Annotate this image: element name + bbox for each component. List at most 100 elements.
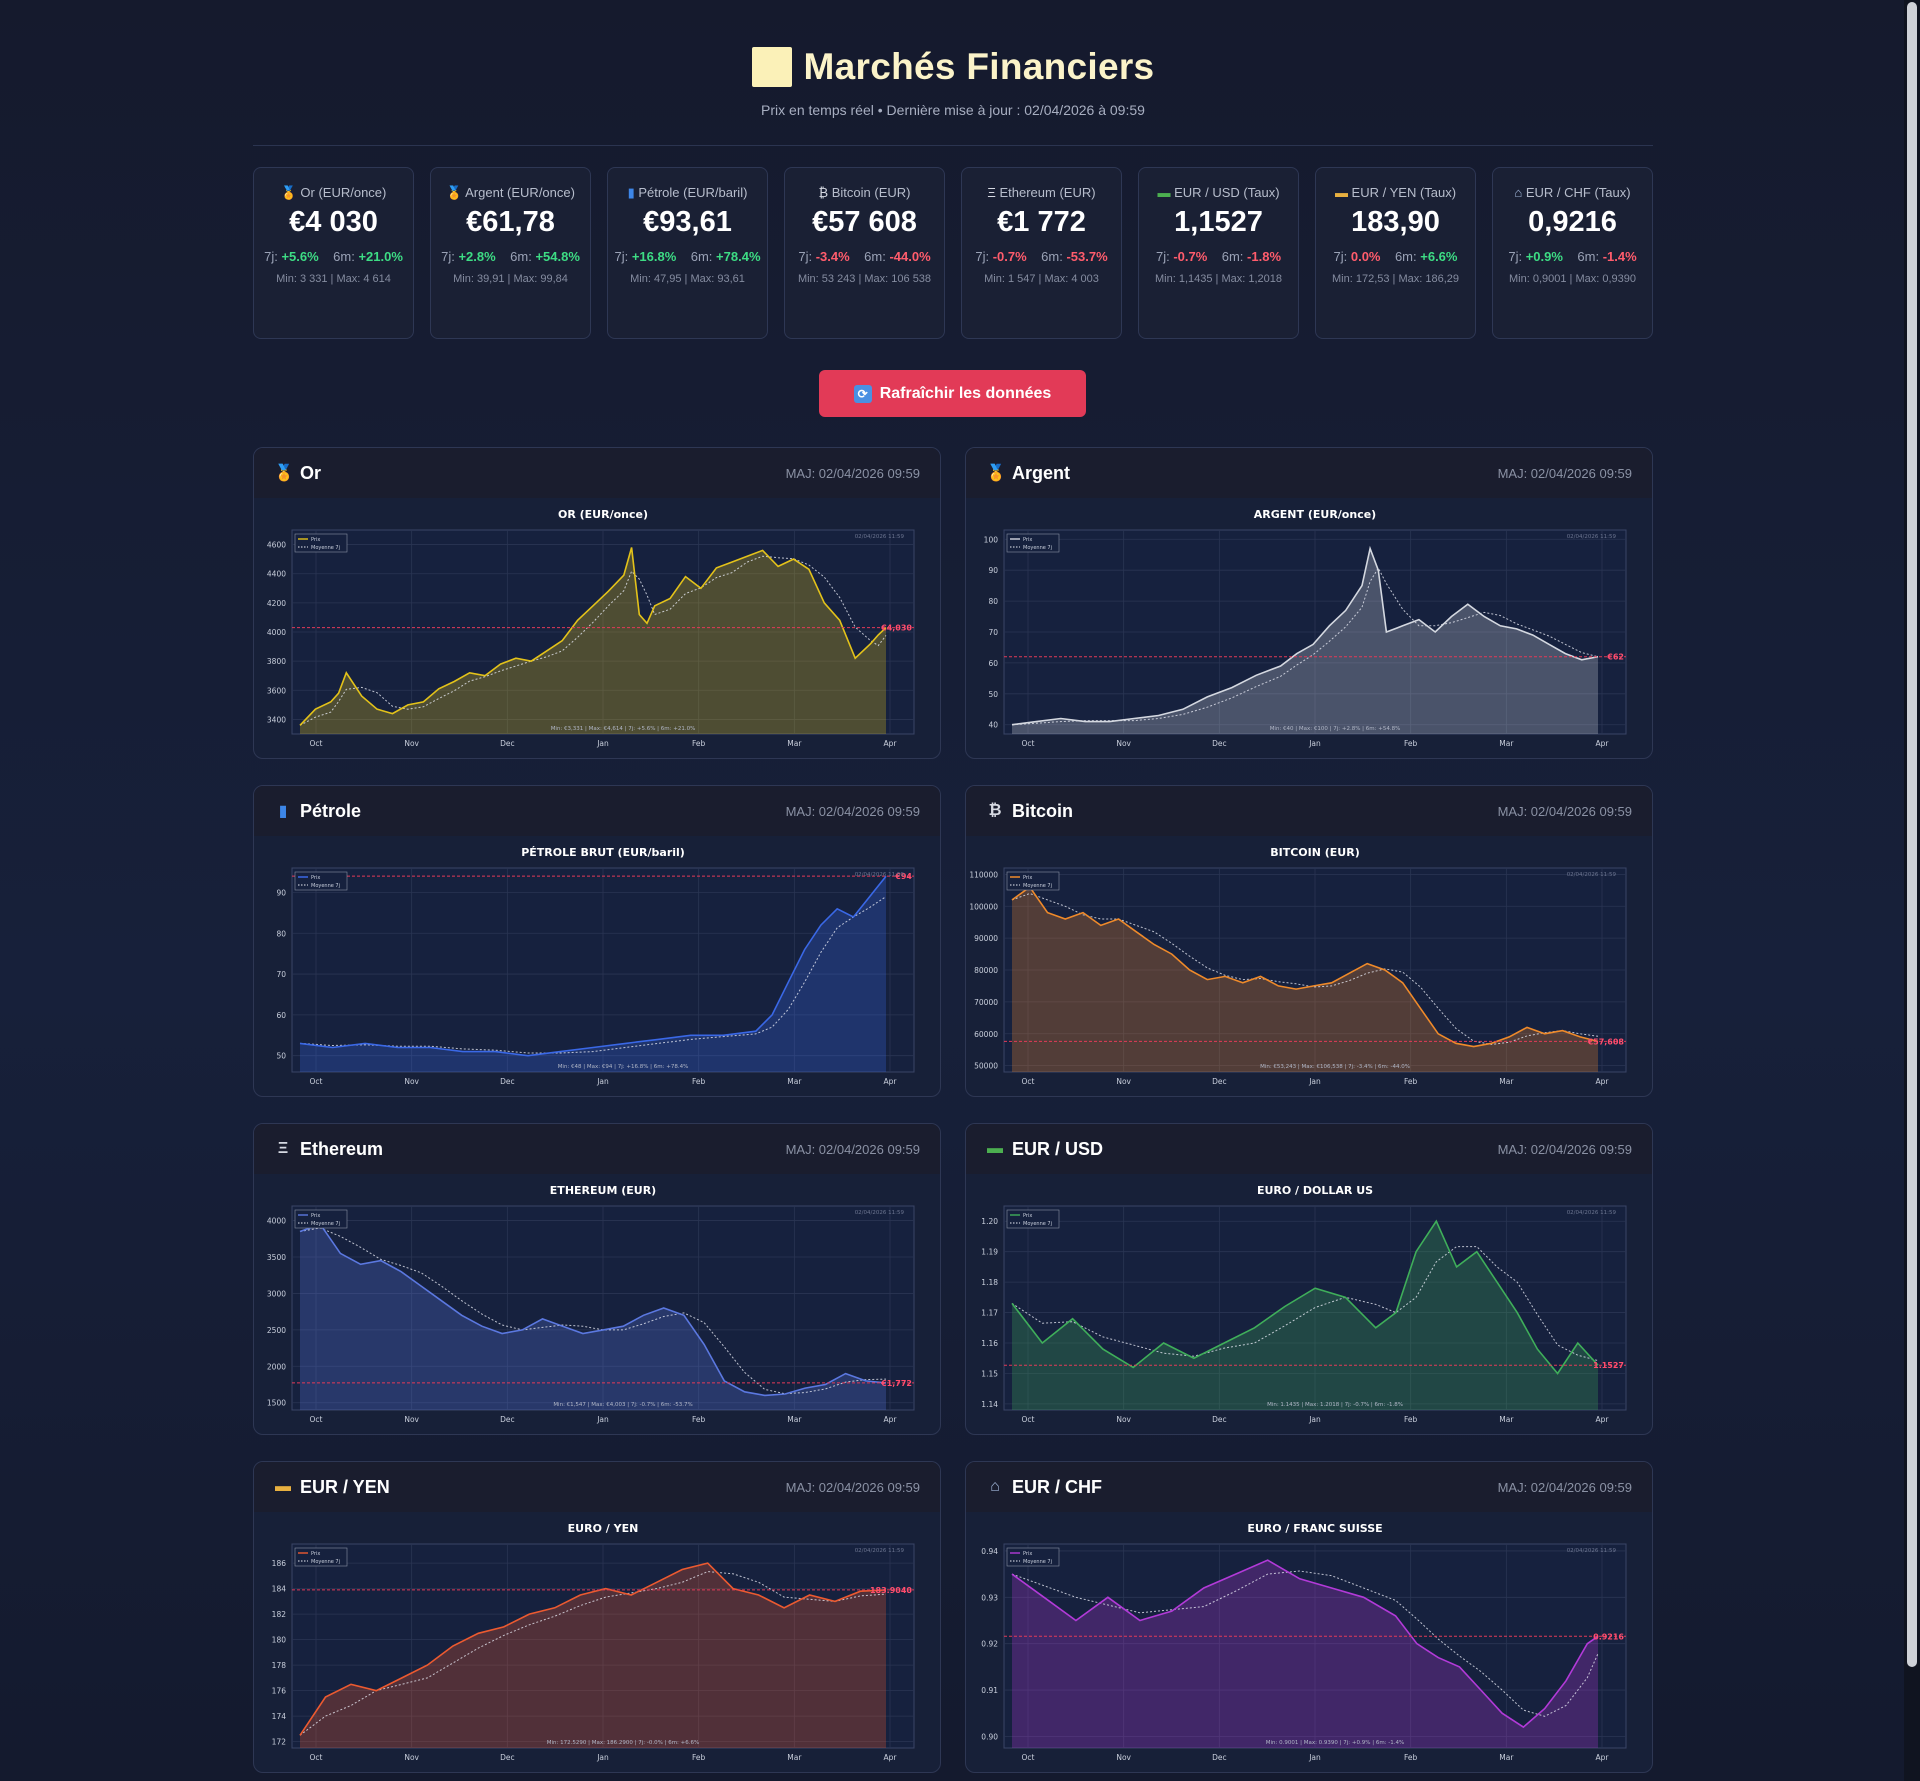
- card-label: ▬ EUR / YEN (Taux): [1334, 185, 1457, 200]
- change-6m: -53.7%: [1066, 249, 1108, 264]
- label-7d: 7j:: [975, 249, 990, 264]
- y-tick-label: 180: [272, 1636, 287, 1645]
- refresh-button[interactable]: ⟳ Rafraîchir les données: [819, 370, 1086, 417]
- card-changes: 7j: +0.9% 6m: -1.4%: [1497, 249, 1648, 264]
- silver-medal-icon: 🏅: [446, 185, 463, 200]
- x-tick-label: Oct: [310, 1753, 323, 1762]
- card-value: €93,61: [643, 206, 732, 238]
- legend-label: Moyenne 7j: [311, 545, 340, 551]
- price-line: [299, 1562, 887, 1736]
- yen-banknote-icon: ▬: [1334, 185, 1348, 200]
- y-tick-label: 90: [276, 888, 286, 897]
- x-tick-label: Dec: [1212, 1415, 1227, 1424]
- legend-label: Moyenne 7j: [1023, 1221, 1052, 1227]
- x-tick-label: Jan: [596, 1415, 609, 1424]
- price-area: [300, 876, 886, 1072]
- dollar-banknote-icon: ▬: [1157, 185, 1171, 200]
- price-area: [300, 1224, 886, 1410]
- y-tick-label: 184: [272, 1585, 287, 1594]
- change-6m: -1.4%: [1602, 249, 1637, 264]
- bitcoin-icon: ₿: [988, 802, 1002, 819]
- page-scrollbar[interactable]: [1904, 0, 1920, 1781]
- x-tick-label: Dec: [500, 1753, 515, 1762]
- x-tick-label: Feb: [1404, 1415, 1418, 1424]
- chart-svg: ARGENT (EUR/once) 40 50 60 70 80 90 100 Oct Nov De…: [984, 508, 1627, 748]
- y-tick-label: 3000: [267, 1289, 286, 1298]
- summary-cards: 🏅 Or (EUR/once) €4 030 7j: +5.6% 6m: +21.0…: [253, 167, 1653, 339]
- card-value: €4 030: [289, 206, 378, 238]
- card-changes: 7j: -0.7% 6m: -1.8%: [1143, 249, 1294, 264]
- summary-card-or: 🏅 Or (EUR/once) €4 030 7j: +5.6% 6m: +21.0…: [253, 167, 414, 339]
- change-7d: 0.0%: [1350, 249, 1381, 264]
- chart-footer-stats: Min: €3,331 | Max: €4,614 | 7j: +5.6% | …: [551, 726, 696, 732]
- summary-card-bitcoin: ₿ Bitcoin (EUR) €57 608 7j: -3.4% 6m: -44.…: [784, 167, 945, 339]
- legend-label: Moyenne 7j: [311, 1221, 340, 1227]
- x-tick-label: Mar: [1499, 739, 1514, 748]
- price-line: [1011, 545, 1599, 726]
- y-tick-label: 70: [988, 628, 998, 637]
- card-label: 🏅 Argent (EUR/once): [446, 185, 575, 200]
- y-tick-label: 0.93: [981, 1593, 998, 1602]
- x-tick-label: Mar: [787, 1415, 802, 1424]
- x-tick-label: Dec: [1212, 1077, 1227, 1086]
- price-line: [299, 1223, 887, 1397]
- moving-average-line: [1011, 1246, 1599, 1362]
- panel-update-time: MAJ: 02/04/2026 09:59: [1497, 1479, 1632, 1495]
- x-tick-label: Apr: [1596, 1753, 1610, 1762]
- change-7d: +5.6%: [281, 249, 319, 264]
- label-6m: 6m:: [1577, 249, 1600, 264]
- chart-panel-6: ▬ EUR / USD MAJ: 02/04/2026 09:59 EURO / DO…: [965, 1123, 1653, 1435]
- chart-title: EURO / FRANC SUISSE: [1247, 1522, 1382, 1535]
- label-6m: 6m:: [1041, 249, 1063, 264]
- change-6m: +78.4%: [716, 249, 761, 264]
- card-value: 1,1527: [1174, 206, 1263, 238]
- x-tick-label: Feb: [1404, 1753, 1418, 1762]
- card-minmax: Min: 1,1435 | Max: 1,2018: [1155, 273, 1282, 285]
- x-tick-label: Feb: [1404, 1077, 1418, 1086]
- change-6m: +54.8%: [535, 249, 580, 264]
- chart-legend: Prix Moyenne 7j: [1006, 533, 1060, 553]
- current-price-label: 183.9040: [870, 1586, 912, 1595]
- x-tick-label: Dec: [1212, 739, 1227, 748]
- chart-title: OR (EUR/once): [558, 508, 648, 521]
- card-minmax: Min: 39,91 | Max: 99,84: [453, 273, 568, 285]
- label-7d: 7j:: [614, 249, 629, 264]
- x-tick-label: Jan: [596, 739, 609, 748]
- panel-title: 🏅 Or: [274, 462, 322, 483]
- change-6m: -44.0%: [889, 249, 931, 264]
- y-tick-label: 2000: [267, 1362, 286, 1371]
- dollar-banknote-icon: ▬: [987, 1140, 1003, 1157]
- header-divider: [253, 145, 1653, 146]
- chart-title: EURO / DOLLAR US: [1257, 1184, 1373, 1197]
- bank-icon: ⌂: [990, 1478, 1000, 1495]
- x-tick-label: Nov: [404, 1753, 419, 1762]
- scrollbar-thumb[interactable]: [1907, 2, 1917, 1667]
- panel-update-time: MAJ: 02/04/2026 09:59: [785, 465, 920, 481]
- x-tick-label: Jan: [1308, 1415, 1321, 1424]
- y-tick-label: 100: [984, 535, 999, 544]
- chart-footer-stats: Min: €40 | Max: €100 | 7j: +2.8% | 6m: +…: [1270, 726, 1401, 732]
- chart-panel-2: 🏅 Argent MAJ: 02/04/2026 09:59 ARGENT (EUR/…: [965, 447, 1653, 759]
- card-minmax: Min: 53 243 | Max: 106 538: [797, 273, 932, 285]
- y-tick-label: 4000: [267, 628, 286, 637]
- y-tick-label: 80: [988, 597, 998, 606]
- card-changes: 7j: -0.7% 6m: -53.7%: [966, 249, 1117, 264]
- x-tick-label: Feb: [692, 1077, 706, 1086]
- label-7d: 7j:: [441, 249, 455, 264]
- summary-card-euryen: ▬ EUR / YEN (Taux) 183,90 7j: 0.0% 6m: +6.…: [1315, 167, 1476, 339]
- x-tick-label: Nov: [404, 1077, 419, 1086]
- y-tick-label: 1.19: [981, 1248, 998, 1257]
- panel-title: ▬ EUR / USD: [987, 1138, 1104, 1159]
- summary-card-eurusd: ▬ EUR / USD (Taux) 1,1527 7j: -0.7% 6m: -1…: [1138, 167, 1299, 339]
- y-tick-label: 2500: [267, 1326, 286, 1335]
- card-label: 🏅 Or (EUR/once): [280, 185, 387, 200]
- change-7d: -0.7%: [992, 249, 1027, 264]
- panel-header: ▮ Pétrole MAJ: 02/04/2026 09:59: [254, 786, 940, 836]
- x-tick-label: Nov: [404, 1415, 419, 1424]
- legend-label: Prix: [1023, 537, 1032, 543]
- page-title: Marchés Financiers: [803, 46, 1155, 87]
- label-6m: 6m:: [510, 249, 532, 264]
- chart-title: PÉTROLE BRUT (EUR/baril): [521, 846, 685, 859]
- chart-svg: ETHEREUM (EUR) 1500 2000 2500 3000 3500 4000 Oc…: [267, 1184, 915, 1424]
- label-6m: 6m:: [333, 249, 355, 264]
